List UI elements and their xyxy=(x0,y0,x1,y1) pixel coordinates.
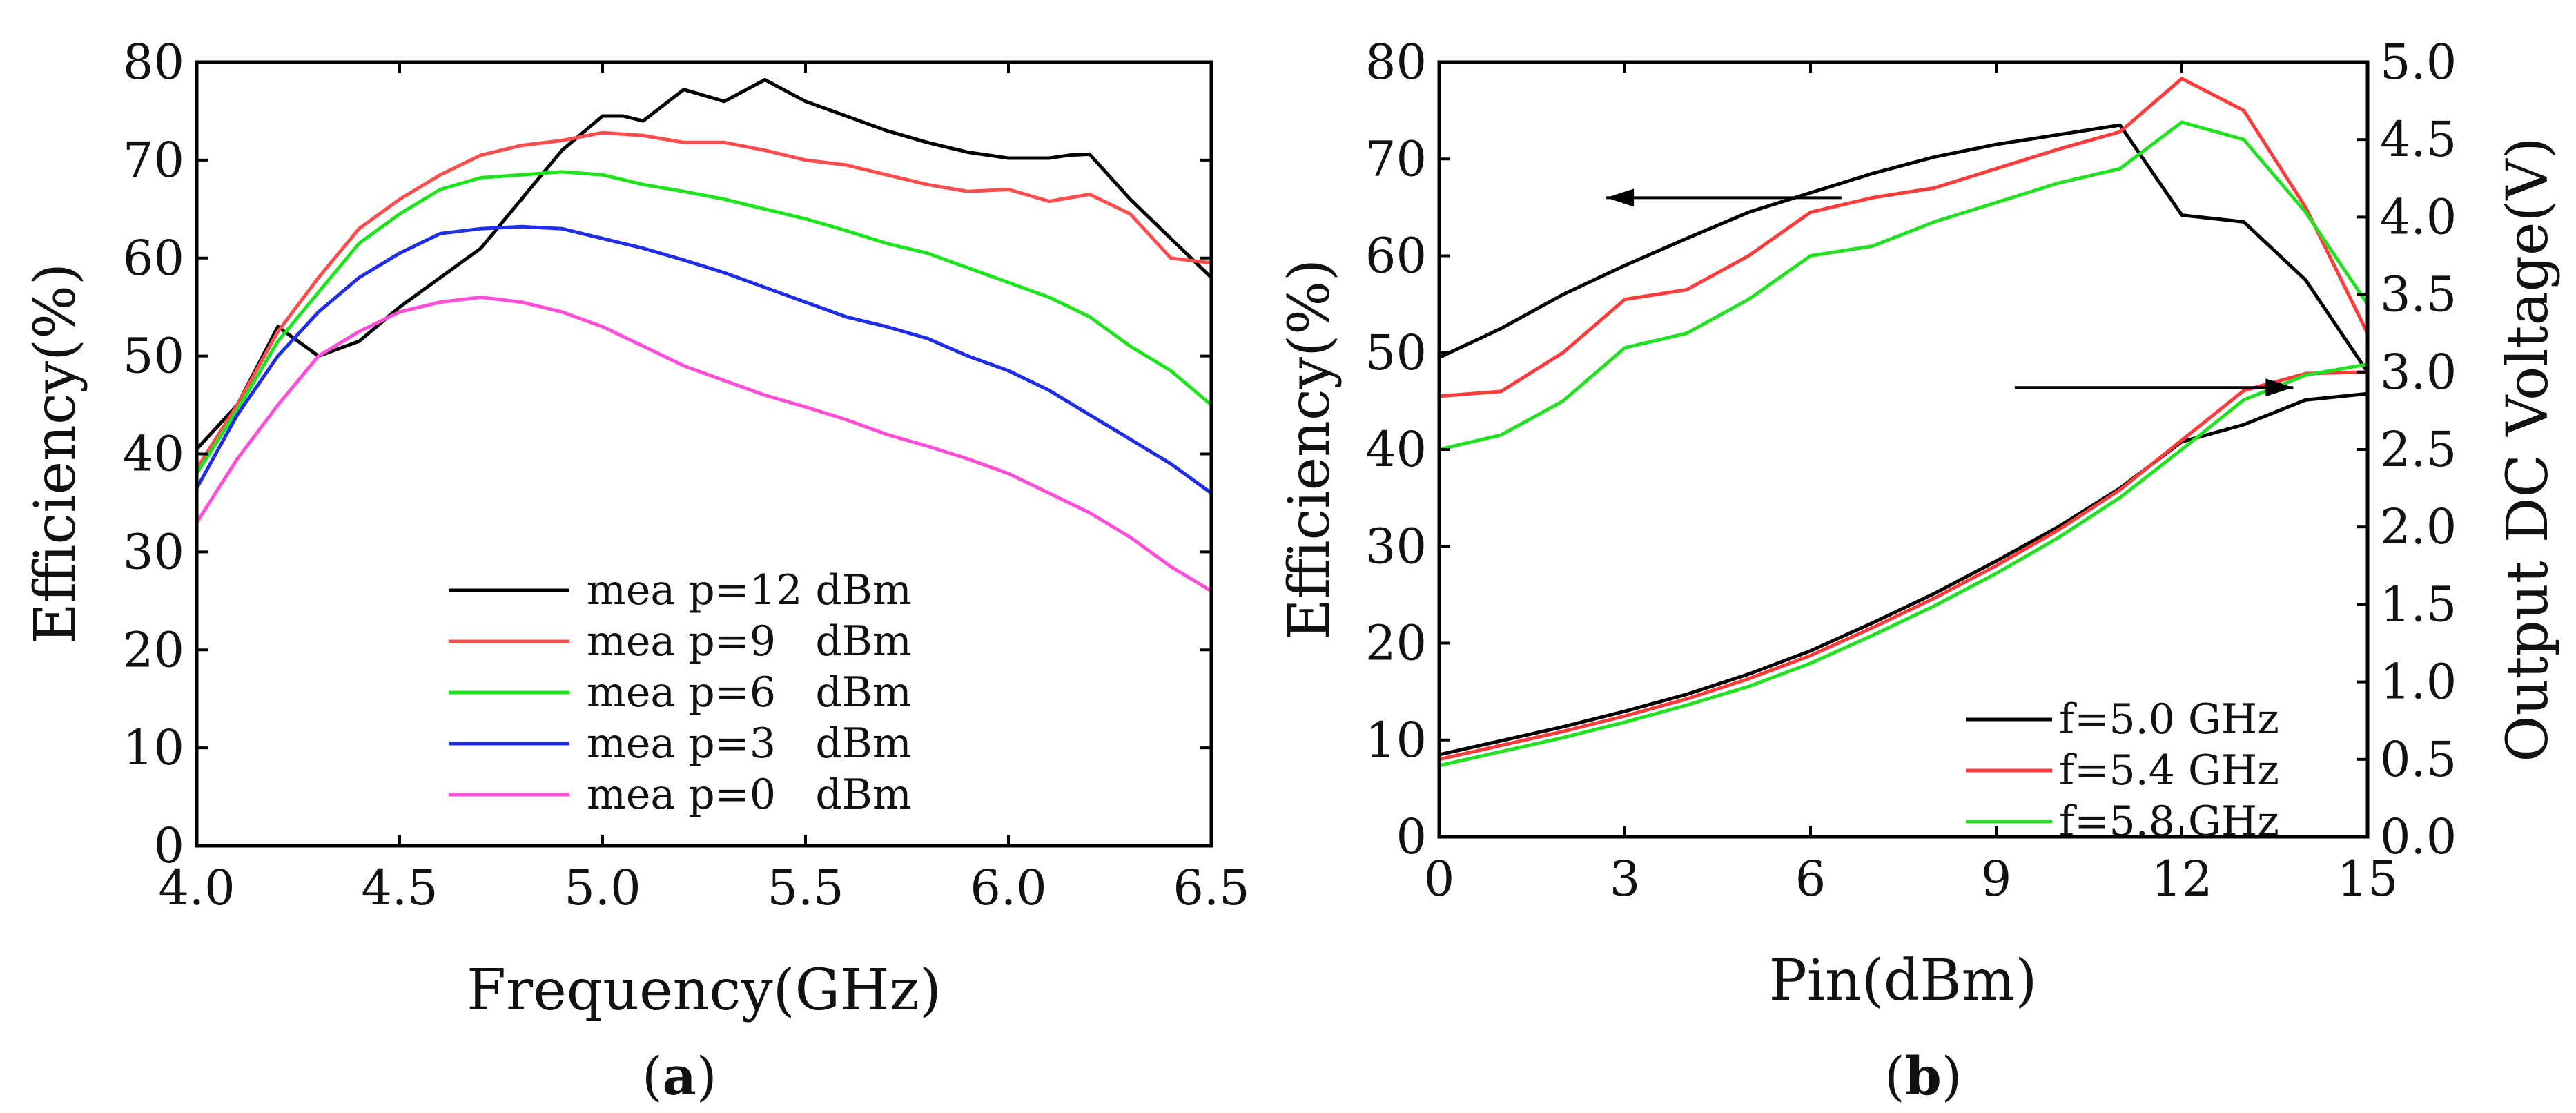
right-y-tick-label: 1.5 xyxy=(2380,576,2457,632)
y-tick-label: 30 xyxy=(123,523,184,580)
chart-b-series-lines xyxy=(1437,77,2370,768)
series-line-f-5-0-ghz-voltage xyxy=(1437,391,2370,757)
chart-b-right-y-axis-label: Output DC Voltage(V) xyxy=(2495,137,2561,762)
series-line-mea-p-6-dbm xyxy=(195,170,1213,476)
chart-a-x-axis-label: Frequency(GHz) xyxy=(467,958,941,1023)
x-tick-label: 4.0 xyxy=(158,860,235,916)
chart-a-efficiency-vs-frequency: 4.0 4.5 5.0 5.5 6.0 6.5 0 10 20 30 40 50 60 70 80 Freq… xyxy=(23,34,1250,1107)
caption-a: (a) xyxy=(642,1045,717,1107)
right-y-tick-label: 1.0 xyxy=(2380,654,2457,710)
y-tick-label: 40 xyxy=(1365,421,1427,478)
x-tick-label: 12 xyxy=(2151,851,2212,907)
chart-a-series-lines xyxy=(195,78,1213,593)
chart-b-efficiency-and-voltage-vs-pin: 0 3 6 9 12 15 0 10 20 30 40 50 60 70 80 0.0 0.5 1.0 1.5 2.0… xyxy=(1277,34,2561,1107)
y-tick-label: 0 xyxy=(153,817,184,874)
series-line-mea-p-12-dbm xyxy=(195,78,1213,451)
legend-label: f=5.4 GHz xyxy=(2059,746,2279,795)
caption-a-letter: a xyxy=(663,1045,696,1107)
caption-b-letter: b xyxy=(1905,1045,1942,1107)
x-tick-label: 9 xyxy=(1981,851,2012,907)
right-y-tick-label: 5.0 xyxy=(2380,34,2457,90)
x-tick-label: 15 xyxy=(2336,851,2398,907)
chart-b-axis-arrows xyxy=(1606,188,2294,397)
axis-arrow-head xyxy=(1606,188,1635,207)
legend-label: mea p=12 dBm xyxy=(587,566,912,614)
series-line-f-5-4-ghz-voltage xyxy=(1437,370,2370,762)
chart-b-x-axis-label: Pin(dBm) xyxy=(1769,948,2038,1014)
right-y-tick-label: 3.0 xyxy=(2380,344,2457,400)
y-tick-label: 10 xyxy=(1365,712,1427,768)
series-line-mea-p-3-dbm xyxy=(195,224,1213,495)
y-tick-label: 50 xyxy=(123,328,184,385)
y-tick-label: 10 xyxy=(123,719,184,776)
chart-a-y-axis-label: Efficiency(%) xyxy=(23,263,88,644)
y-tick-label: 60 xyxy=(1365,228,1427,284)
series-line-mea-p-9-dbm xyxy=(195,130,1213,471)
right-y-tick-label: 4.0 xyxy=(2380,188,2457,245)
right-y-tick-label: 0.5 xyxy=(2380,731,2457,788)
legend-label: mea p=6 dBm xyxy=(587,668,912,717)
series-line-f-5-8-ghz-voltage xyxy=(1437,362,2370,768)
y-tick-label: 0 xyxy=(1396,809,1427,865)
y-tick-label: 80 xyxy=(123,34,184,90)
y-tick-label: 20 xyxy=(123,621,184,678)
right-y-tick-label: 2.5 xyxy=(2380,421,2457,478)
legend-label: mea p=3 dBm xyxy=(587,719,912,768)
x-tick-label: 4.5 xyxy=(361,860,438,916)
y-tick-label: 80 xyxy=(1365,34,1427,90)
x-tick-label: 6.0 xyxy=(970,860,1046,916)
y-tick-label: 20 xyxy=(1365,615,1427,672)
series-line-f-5-4-ghz xyxy=(1437,77,2370,398)
x-tick-label: 3 xyxy=(1610,851,1641,907)
y-tick-label: 60 xyxy=(123,230,184,287)
legend-label: f=5.8 GHz xyxy=(2059,797,2279,846)
y-tick-label: 40 xyxy=(123,426,184,483)
series-line-mea-p-0-dbm xyxy=(195,296,1213,593)
right-y-tick-label: 2.0 xyxy=(2380,499,2457,555)
series-line-f-5-0-ghz xyxy=(1437,123,2370,374)
x-tick-label: 6 xyxy=(1795,851,1826,907)
legend-label: mea p=0 dBm xyxy=(587,771,912,819)
series-line-f-5-8-ghz xyxy=(1437,120,2370,452)
x-tick-label: 6.5 xyxy=(1173,860,1249,916)
chart-b-y-axis-label: Efficiency(%) xyxy=(1277,259,1343,640)
legend-label: mea p=9 dBm xyxy=(587,617,912,666)
x-tick-label: 5.0 xyxy=(564,860,641,916)
right-y-tick-label: 4.5 xyxy=(2380,111,2457,168)
axis-arrow-head xyxy=(2265,378,2294,397)
x-tick-label: 0 xyxy=(1424,851,1455,907)
x-tick-label: 5.5 xyxy=(767,860,843,916)
right-y-tick-label: 3.5 xyxy=(2380,267,2457,323)
chart-b-ticks: 0 3 6 9 12 15 0 10 20 30 40 50 60 70 80 0.0 0.5 1.0 1.5 2.0… xyxy=(1365,34,2457,907)
y-tick-label: 70 xyxy=(123,132,184,188)
caption-b: (b) xyxy=(1884,1045,1962,1107)
chart-a-ticks: 4.0 4.5 5.0 5.5 6.0 6.5 0 10 20 30 40 50 60 70 80 xyxy=(123,34,1250,916)
legend-label: f=5.0 GHz xyxy=(2059,695,2279,744)
y-tick-label: 50 xyxy=(1365,325,1427,381)
y-tick-label: 30 xyxy=(1365,518,1427,574)
y-tick-label: 70 xyxy=(1365,130,1427,187)
right-y-tick-label: 0.0 xyxy=(2380,809,2457,865)
